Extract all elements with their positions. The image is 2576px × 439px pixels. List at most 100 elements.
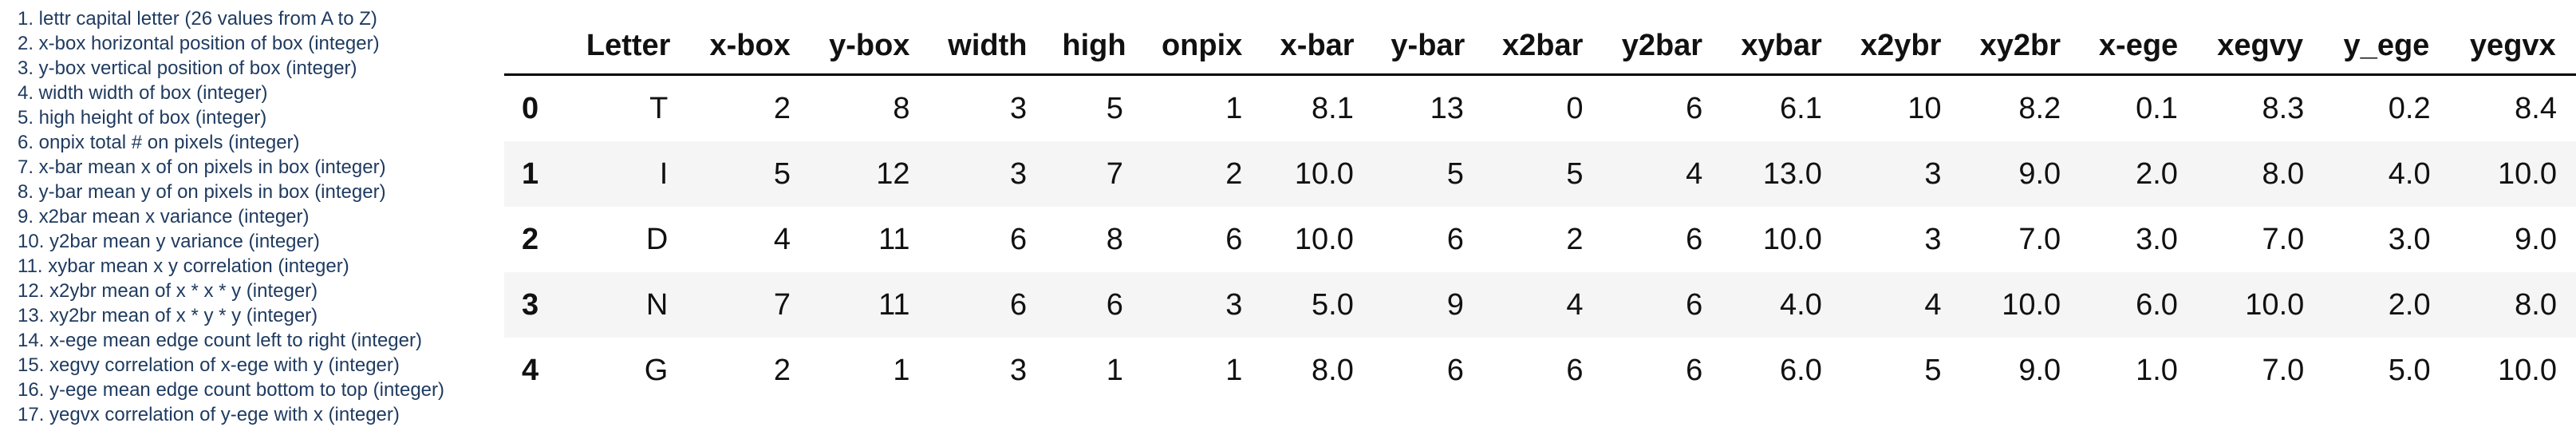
cell-y-box: 11: [878, 222, 910, 256]
column-header-x-ege: x-ege: [2080, 18, 2197, 76]
legend-item: 10. y2bar mean y variance (integer): [18, 231, 320, 252]
table-body: 0 T 2 8 3 5 1 8.1 13 0 6 6.1 10 8.2 0.1 8.3 0.2 8.4 1 I 5 12 3…: [504, 74, 2576, 403]
header-row: Letter x-box y-box width high onpix x-bar y-bar…: [504, 18, 2576, 76]
column-header-x-box: x-box: [690, 18, 810, 76]
column-header-xy2br: xy2br: [1960, 18, 2081, 76]
cell-xybar: 6.1: [1780, 91, 1822, 125]
cell-y-bar: 5: [1446, 156, 1464, 191]
cell-y-bar: 13: [1430, 91, 1464, 125]
table-row: 3 N 7 11 6 6 3 5.0 9 4 6 4.0 4 10.0 6.0 10.0 2.0 8.0: [504, 272, 2576, 338]
cell-letter: D: [645, 222, 669, 256]
cell-xy2br: 10.0: [2002, 287, 2061, 322]
cell-letter: I: [659, 156, 669, 191]
cell-x-ege: 3.0: [2136, 222, 2178, 256]
legend-item: 13. xy2br mean of x * y * y (integer): [18, 305, 318, 326]
cell-x-bar: 8.1: [1312, 91, 1354, 125]
cell-y2bar: 6: [1686, 287, 1703, 322]
cell-xegvy: 7.0: [2262, 222, 2305, 256]
cell-onpix: 2: [1225, 156, 1243, 191]
cell-y2bar: 6: [1686, 222, 1703, 256]
cell-xy2br: 9.0: [2018, 353, 2061, 387]
cell-x-bar: 10.0: [1294, 156, 1354, 191]
table-row: 0 T 2 8 3 5 1 8.1 13 0 6 6.1 10 8.2 0.1 8.3 0.2 8.4: [504, 74, 2576, 141]
cell-x-box: 7: [773, 287, 791, 322]
cell-xy2br: 8.2: [2018, 91, 2061, 125]
cell-y-bar: 6: [1446, 222, 1464, 256]
legend-item: 2. x-box horizontal position of box (int…: [18, 33, 380, 54]
legend-item: 1. lettr capital letter (26 values from …: [18, 8, 377, 30]
column-header-high: high: [1046, 18, 1142, 76]
cell-x2bar: 5: [1566, 156, 1584, 191]
cell-x2ybr: 5: [1924, 353, 1942, 387]
legend-item: 6. onpix total # on pixels (integer): [18, 132, 300, 153]
cell-letter: G: [644, 353, 669, 387]
cell-y-box: 1: [893, 353, 910, 387]
column-header-x-bar: x-bar: [1261, 18, 1373, 76]
legend-item: 8. y-bar mean y of on pixels in box (int…: [18, 181, 386, 203]
cell-y-ege: 0.2: [2388, 91, 2431, 125]
row-index: 3: [522, 287, 539, 322]
cell-y-ege: 3.0: [2388, 222, 2431, 256]
cell-yegvx: 8.4: [2515, 91, 2557, 125]
cell-x-bar: 8.0: [1312, 353, 1354, 387]
cell-xybar: 13.0: [1762, 156, 1822, 191]
cell-x-box: 5: [773, 156, 791, 191]
cell-yegvx: 10.0: [2498, 156, 2557, 191]
cell-y2bar: 6: [1686, 91, 1703, 125]
cell-y-box: 11: [878, 287, 910, 322]
cell-xy2br: 7.0: [2018, 222, 2061, 256]
cell-high: 1: [1106, 353, 1123, 387]
cell-x-bar: 10.0: [1294, 222, 1354, 256]
cell-y-box: 12: [876, 156, 910, 191]
column-header-xegvy: xegvy: [2196, 18, 2324, 76]
cell-x-box: 2: [773, 91, 791, 125]
cell-x-box: 4: [773, 222, 791, 256]
cell-xy2br: 9.0: [2018, 156, 2061, 191]
cell-x-ege: 6.0: [2136, 287, 2178, 322]
cell-width: 3: [1010, 353, 1028, 387]
column-header-y-box: y-box: [809, 18, 929, 76]
cell-y-box: 8: [893, 91, 910, 125]
legend-item: 5. high height of box (integer): [18, 107, 267, 129]
cell-high: 7: [1106, 156, 1123, 191]
table-row: 4 G 2 1 3 1 1 8.0 6 6 6 6.0 5 9.0 1.0 7.0 5.0 10.0: [504, 338, 2576, 403]
column-header-xybar: xybar: [1722, 18, 1841, 76]
row-index: 0: [522, 91, 539, 125]
cell-xegvy: 8.3: [2262, 91, 2305, 125]
legend-item: 4. width width of box (integer): [18, 82, 268, 104]
column-header-y-bar: y-bar: [1372, 18, 1483, 76]
cell-letter: T: [649, 91, 669, 125]
cell-high: 6: [1106, 287, 1123, 322]
cell-y-ege: 4.0: [2388, 156, 2431, 191]
cell-y2bar: 6: [1686, 353, 1703, 387]
column-header-letter: Letter: [566, 18, 691, 76]
attribute-legend: 1. lettr capital letter (26 values from …: [18, 6, 504, 427]
cell-x2bar: 4: [1566, 287, 1584, 322]
legend-item: 7. x-bar mean x of on pixels in box (int…: [18, 156, 386, 178]
cell-x2bar: 2: [1566, 222, 1584, 256]
column-header-y-ege: y_ege: [2323, 18, 2450, 76]
column-header-x2ybr: x2ybr: [1840, 18, 1961, 76]
cell-yegvx: 10.0: [2498, 353, 2557, 387]
column-header-onpix: onpix: [1142, 18, 1262, 76]
row-index: 1: [522, 156, 539, 191]
column-header-width: width: [929, 18, 1047, 76]
cell-x2ybr: 4: [1924, 287, 1942, 322]
cell-onpix: 3: [1225, 287, 1243, 322]
cell-width: 6: [1010, 222, 1028, 256]
cell-onpix: 1: [1225, 91, 1243, 125]
row-index: 4: [522, 353, 539, 387]
cell-xybar: 10.0: [1762, 222, 1822, 256]
cell-high: 8: [1106, 222, 1123, 256]
cell-xegvy: 8.0: [2262, 156, 2305, 191]
cell-x2bar: 6: [1566, 353, 1584, 387]
cell-yegvx: 8.0: [2515, 287, 2557, 322]
cell-y-bar: 6: [1446, 353, 1464, 387]
cell-xegvy: 7.0: [2262, 353, 2305, 387]
column-header-y2bar: y2bar: [1602, 18, 1722, 76]
column-header-x2bar: x2bar: [1482, 18, 1603, 76]
table-row: 1 I 5 12 3 7 2 10.0 5 5 4 13.0 3 9.0 2.0 8.0 4.0 10.0: [504, 141, 2576, 207]
cell-x2ybr: 10: [1907, 91, 1942, 125]
cell-width: 3: [1010, 91, 1028, 125]
table-header: Letter x-box y-box width high onpix x-bar y-bar…: [504, 18, 2576, 76]
